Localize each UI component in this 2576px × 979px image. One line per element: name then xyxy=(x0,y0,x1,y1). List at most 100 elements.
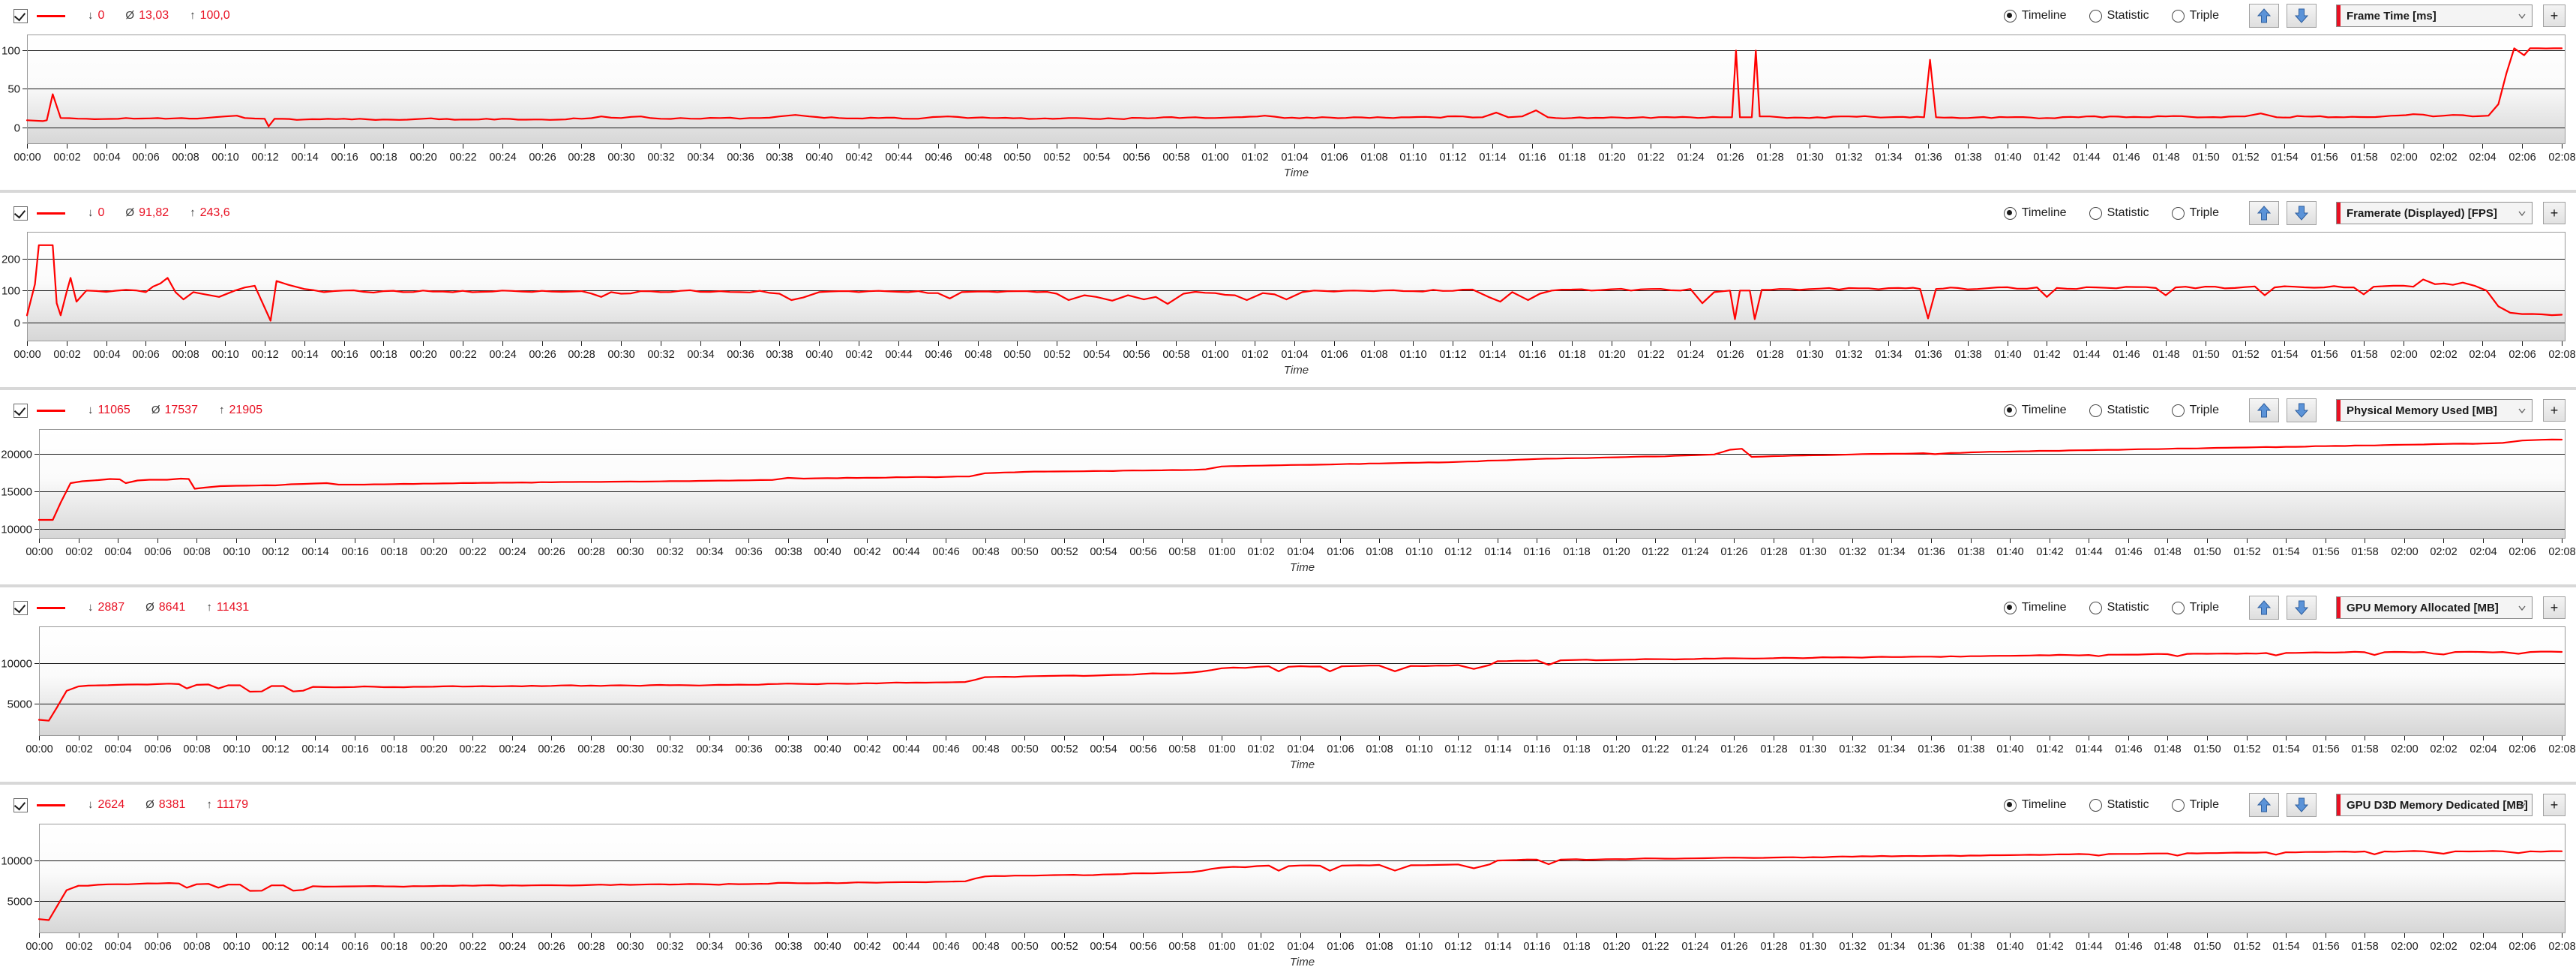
svg-text:00:56: 00:56 xyxy=(1129,941,1156,953)
svg-text:00:46: 00:46 xyxy=(932,546,959,558)
move-down-button[interactable] xyxy=(2287,201,2317,225)
avg-stat: Ø 17537 xyxy=(151,404,198,417)
radio-triple[interactable]: Triple xyxy=(2171,9,2219,23)
min-value: 0 xyxy=(97,206,105,219)
max-stat: ↑ 243,6 xyxy=(190,206,230,220)
gpu-d3d-memory-timeline-chart[interactable]: 5000 10000 00:00 00:02 00:04 00:06 00:08 00:10 0… xyxy=(0,785,2576,979)
metric-select[interactable]: GPU Memory Allocated [MB] xyxy=(2336,596,2533,619)
series-visible-checkbox[interactable] xyxy=(13,403,28,418)
svg-text:00:48: 00:48 xyxy=(972,941,999,953)
radio-statistic[interactable]: Statistic xyxy=(2089,9,2149,23)
max-arrow-icon: ↑ xyxy=(206,601,212,614)
svg-text:01:44: 01:44 xyxy=(2075,743,2102,755)
metric-select[interactable]: Framerate (Displayed) [FPS] xyxy=(2336,202,2533,224)
radio-dot xyxy=(2089,206,2102,220)
svg-text:02:08: 02:08 xyxy=(2548,349,2575,361)
svg-text:00:24: 00:24 xyxy=(499,546,526,558)
radio-timeline[interactable]: Timeline xyxy=(2003,798,2067,812)
metric-select[interactable]: Physical Memory Used [MB] xyxy=(2336,399,2533,422)
move-down-button[interactable] xyxy=(2287,793,2317,817)
svg-text:00:22: 00:22 xyxy=(459,941,486,953)
svg-text:01:14: 01:14 xyxy=(1479,349,1506,361)
svg-text:01:34: 01:34 xyxy=(1875,349,1902,361)
svg-text:00:58: 00:58 xyxy=(1162,349,1189,361)
radio-triple[interactable]: Triple xyxy=(2171,206,2219,220)
add-metric-button[interactable]: + xyxy=(2543,596,2566,619)
metric-select[interactable]: GPU D3D Memory Dedicated [MB] xyxy=(2336,794,2533,816)
add-metric-button[interactable]: + xyxy=(2543,202,2566,224)
svg-text:01:08: 01:08 xyxy=(1360,349,1387,361)
svg-text:01:08: 01:08 xyxy=(1360,152,1387,164)
move-up-button[interactable] xyxy=(2249,596,2279,620)
move-down-button[interactable] xyxy=(2287,596,2317,620)
radio-timeline[interactable]: Timeline xyxy=(2003,9,2067,23)
add-metric-button[interactable]: + xyxy=(2543,794,2566,816)
svg-text:01:18: 01:18 xyxy=(1563,546,1590,558)
panel-header: ↓ 0 Ø 13,03 ↑ 100,0 Timeline Statistic Trip… xyxy=(0,4,2576,28)
move-down-button[interactable] xyxy=(2287,4,2317,28)
move-up-button[interactable] xyxy=(2249,4,2279,28)
gpu-memory-timeline-chart[interactable]: 5000 10000 00:00 00:02 00:04 00:06 00:08 00:10 0… xyxy=(0,587,2576,782)
svg-text:00:02: 00:02 xyxy=(65,743,92,755)
min-stat: ↓ 0 xyxy=(88,206,104,220)
chevron-down-icon xyxy=(2518,605,2526,611)
series-visible-checkbox[interactable] xyxy=(13,600,28,615)
radio-statistic[interactable]: Statistic xyxy=(2089,798,2149,812)
svg-text:01:00: 01:00 xyxy=(1208,941,1235,953)
series-visible-checkbox[interactable] xyxy=(13,8,28,23)
physical-memory-timeline-chart[interactable]: 10000 15000 20000 00:00 00:02 00:04 00:06 00:08… xyxy=(0,390,2576,584)
series-color-swatch xyxy=(37,409,65,412)
move-up-button[interactable] xyxy=(2249,201,2279,225)
svg-text:00:26: 00:26 xyxy=(529,349,556,361)
add-metric-button[interactable]: + xyxy=(2543,5,2566,27)
svg-text:02:04: 02:04 xyxy=(2470,546,2497,558)
svg-text:01:54: 01:54 xyxy=(2271,349,2298,361)
move-up-button[interactable] xyxy=(2249,398,2279,422)
radio-dot xyxy=(2089,404,2102,417)
radio-triple[interactable]: Triple xyxy=(2171,798,2219,812)
move-up-button[interactable] xyxy=(2249,793,2279,817)
svg-text:01:24: 01:24 xyxy=(1681,743,1708,755)
svg-text:01:12: 01:12 xyxy=(1444,546,1471,558)
svg-text:01:38: 01:38 xyxy=(1957,546,1984,558)
max-stat: ↑ 11179 xyxy=(206,798,248,812)
series-visible-checkbox[interactable] xyxy=(13,206,28,221)
svg-text:02:02: 02:02 xyxy=(2430,546,2457,558)
svg-text:00:56: 00:56 xyxy=(1123,152,1150,164)
metric-select[interactable]: Frame Time [ms] xyxy=(2336,5,2533,27)
svg-text:01:52: 01:52 xyxy=(2232,349,2259,361)
svg-text:00:46: 00:46 xyxy=(925,349,952,361)
svg-text:00:30: 00:30 xyxy=(616,743,643,755)
view-controls: Timeline Statistic Triple GPU Memory All… xyxy=(2003,596,2576,620)
svg-text:00:18: 00:18 xyxy=(380,546,407,558)
radio-timeline[interactable]: Timeline xyxy=(2003,601,2067,614)
add-metric-button[interactable]: + xyxy=(2543,399,2566,422)
radio-statistic[interactable]: Statistic xyxy=(2089,404,2149,417)
move-down-button[interactable] xyxy=(2287,398,2317,422)
radio-statistic[interactable]: Statistic xyxy=(2089,206,2149,220)
panel-header: ↓ 11065 Ø 17537 ↑ 21905 Timeline Statistic … xyxy=(0,398,2576,422)
series-visible-checkbox[interactable] xyxy=(13,797,28,812)
svg-text:00:16: 00:16 xyxy=(331,349,358,361)
radio-timeline[interactable]: Timeline xyxy=(2003,404,2067,417)
svg-text:01:20: 01:20 xyxy=(1603,941,1630,953)
radio-statistic[interactable]: Statistic xyxy=(2089,601,2149,614)
framerate-timeline-chart[interactable]: 0 100 200 00:00 00:02 00:04 00:06 00:08 00:10 00:… xyxy=(0,193,2576,387)
svg-text:00:54: 00:54 xyxy=(1090,546,1117,558)
svg-text:01:54: 01:54 xyxy=(2272,546,2299,558)
svg-text:00:28: 00:28 xyxy=(577,941,604,953)
svg-text:02:00: 02:00 xyxy=(2391,546,2418,558)
svg-text:01:18: 01:18 xyxy=(1558,349,1585,361)
svg-text:00:32: 00:32 xyxy=(656,743,683,755)
series-color-swatch xyxy=(37,212,65,215)
svg-text:01:22: 01:22 xyxy=(1642,546,1669,558)
radio-triple[interactable]: Triple xyxy=(2171,404,2219,417)
svg-text:00:08: 00:08 xyxy=(183,743,210,755)
avg-value: 8641 xyxy=(158,601,186,614)
radio-triple[interactable]: Triple xyxy=(2171,601,2219,614)
frame-time-timeline-chart[interactable]: 0 50 100 00:00 00:02 00:04 00:06 00:08 00:10 00:1… xyxy=(0,0,2576,190)
radio-timeline[interactable]: Timeline xyxy=(2003,206,2067,220)
metric-select-value: Framerate (Displayed) [FPS] xyxy=(2347,206,2497,220)
svg-text:01:26: 01:26 xyxy=(1720,941,1747,953)
svg-text:01:30: 01:30 xyxy=(1799,743,1826,755)
